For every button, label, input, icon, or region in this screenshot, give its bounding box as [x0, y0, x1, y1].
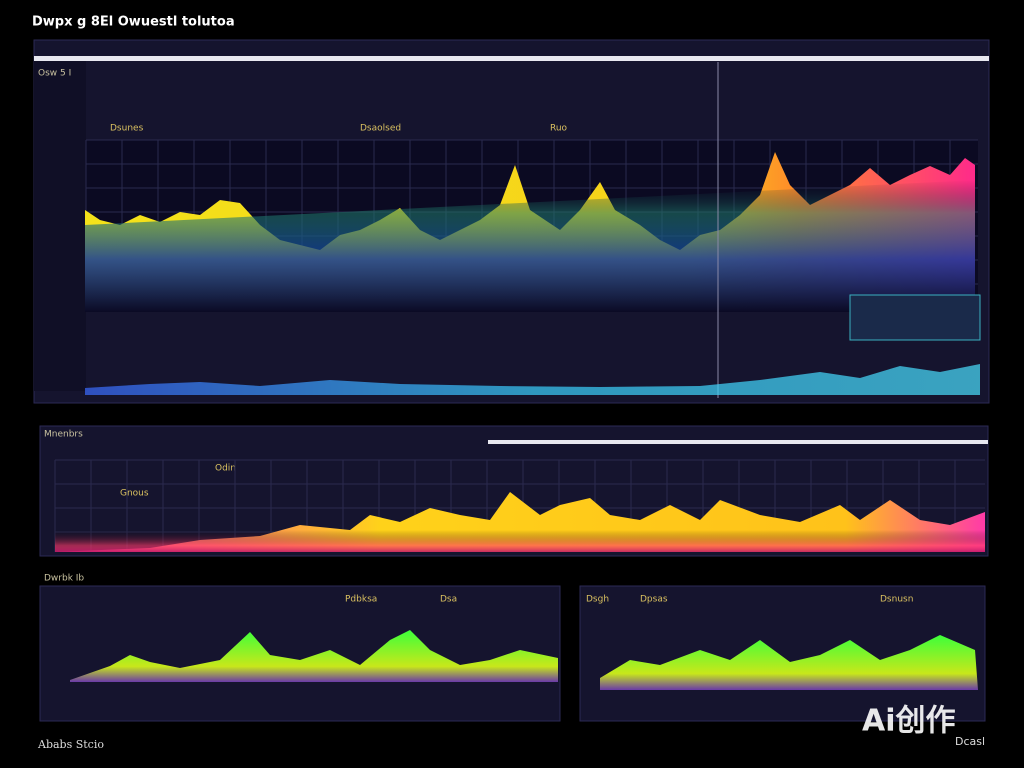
- header-bar: [34, 56, 989, 61]
- app-title: Dwpx g 8El Owuestl tolutoa: [32, 15, 235, 30]
- watermark: Ai创作: [862, 704, 956, 739]
- sidebar: [34, 61, 86, 391]
- tab[interactable]: Ruo: [550, 124, 568, 134]
- tab[interactable]: Dsaolsed: [360, 124, 401, 134]
- panel-label: Dwrbk Ib: [44, 574, 84, 584]
- trace: [85, 364, 980, 395]
- panel-label: Dsgh: [586, 595, 609, 605]
- spectrum-shade: [55, 530, 985, 552]
- tab[interactable]: Odin: [215, 464, 236, 474]
- tab[interactable]: Dsnusn: [880, 595, 913, 605]
- readout-box: [849, 294, 981, 341]
- tab[interactable]: Dpsas: [640, 595, 668, 605]
- tab[interactable]: Dsa: [440, 595, 457, 605]
- spectrum: [70, 630, 558, 682]
- spectrum: [600, 635, 978, 690]
- tab[interactable]: Dsunes: [110, 124, 144, 134]
- panel: [39, 585, 561, 722]
- spectrum-shade: [85, 180, 975, 312]
- footer-left: Ababs Stcio: [37, 738, 104, 751]
- footer-right: Dcasl: [955, 735, 985, 748]
- panel-label: Osw 5 I: [38, 69, 71, 79]
- tab[interactable]: Gnous: [120, 489, 149, 499]
- tab[interactable]: Pdbksa: [345, 595, 377, 605]
- panel-label: Mnenbrs: [44, 430, 83, 440]
- header-bar: [488, 440, 988, 444]
